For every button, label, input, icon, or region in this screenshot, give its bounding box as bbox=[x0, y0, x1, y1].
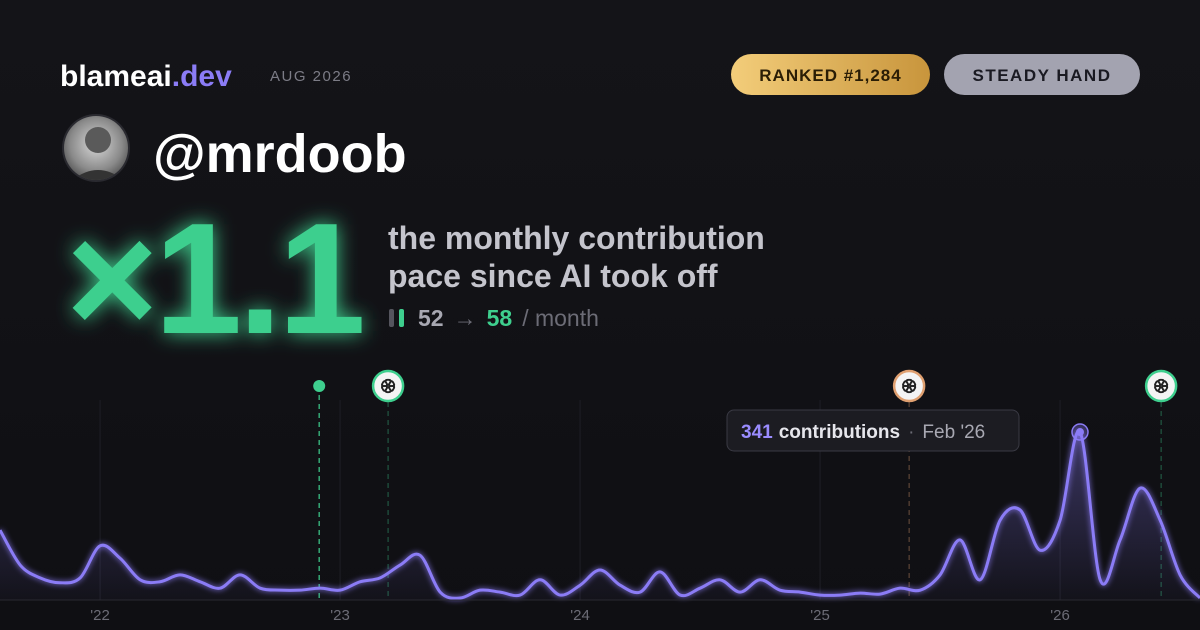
x-tick-label: '24 bbox=[570, 607, 590, 624]
glyph-petal bbox=[384, 378, 396, 388]
pace-stats: 52 → 58/ month bbox=[418, 305, 599, 331]
event-icon bbox=[1144, 369, 1178, 403]
tooltip: 341 contributions · Feb '26 bbox=[726, 409, 1020, 452]
event-glyph bbox=[381, 378, 396, 394]
bar-icon bbox=[399, 309, 404, 327]
period: AUG 2026 bbox=[270, 68, 352, 85]
hover-dot bbox=[1076, 428, 1084, 437]
event-glyph bbox=[1154, 378, 1169, 394]
tooltip-box bbox=[726, 409, 1020, 452]
bar-icon bbox=[389, 309, 394, 327]
rank-badge bbox=[731, 54, 930, 95]
x-tick-label: '22 bbox=[90, 607, 110, 624]
event-dot bbox=[313, 380, 326, 392]
username: @mrdoob bbox=[153, 124, 407, 184]
glyph-petal bbox=[1157, 378, 1169, 388]
area bbox=[0, 431, 1200, 600]
rank-text: RANKED #1,284 bbox=[759, 66, 901, 85]
glyph-petal bbox=[905, 378, 917, 388]
event-icon bbox=[892, 369, 926, 403]
event-icon bbox=[371, 369, 405, 403]
plot: '22 '23 '24 '25 '26 bbox=[0, 369, 1200, 624]
description: pace since AI took off bbox=[388, 258, 718, 294]
style-badge bbox=[944, 54, 1140, 95]
x-tick-label: '25 bbox=[810, 607, 830, 624]
brand: blameai.dev bbox=[60, 60, 232, 93]
line bbox=[0, 429, 1200, 600]
style-text: STEADY HAND bbox=[973, 66, 1112, 85]
x-tick-label: '23 bbox=[330, 607, 350, 624]
description: the monthly contribution bbox=[388, 220, 765, 256]
event-glyph bbox=[902, 378, 917, 394]
multiplier: ×1.1 bbox=[66, 191, 362, 367]
tooltip-text: 341 contributions · Feb '26 bbox=[741, 422, 985, 443]
avatar bbox=[62, 114, 130, 182]
x-tick-label: '26 bbox=[1050, 607, 1070, 624]
